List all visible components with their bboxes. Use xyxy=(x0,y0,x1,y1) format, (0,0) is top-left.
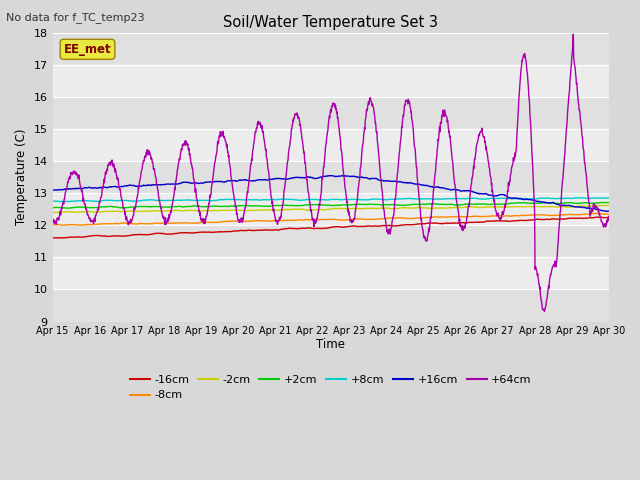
Bar xyxy=(52,33,609,65)
Bar xyxy=(52,193,609,225)
X-axis label: Time: Time xyxy=(316,338,345,351)
Title: Soil/Water Temperature Set 3: Soil/Water Temperature Set 3 xyxy=(223,15,438,30)
Bar xyxy=(52,257,609,289)
Bar xyxy=(52,225,609,257)
Text: No data for f_TC_temp23: No data for f_TC_temp23 xyxy=(6,12,145,23)
Bar xyxy=(52,289,609,322)
Bar xyxy=(52,161,609,193)
Bar xyxy=(52,65,609,97)
Text: EE_met: EE_met xyxy=(63,43,111,56)
Y-axis label: Temperature (C): Temperature (C) xyxy=(15,129,28,225)
Legend: -16cm, -8cm, -2cm, +2cm, +8cm, +16cm, +64cm: -16cm, -8cm, -2cm, +2cm, +8cm, +16cm, +6… xyxy=(125,371,536,405)
Bar xyxy=(52,129,609,161)
Bar xyxy=(52,97,609,129)
